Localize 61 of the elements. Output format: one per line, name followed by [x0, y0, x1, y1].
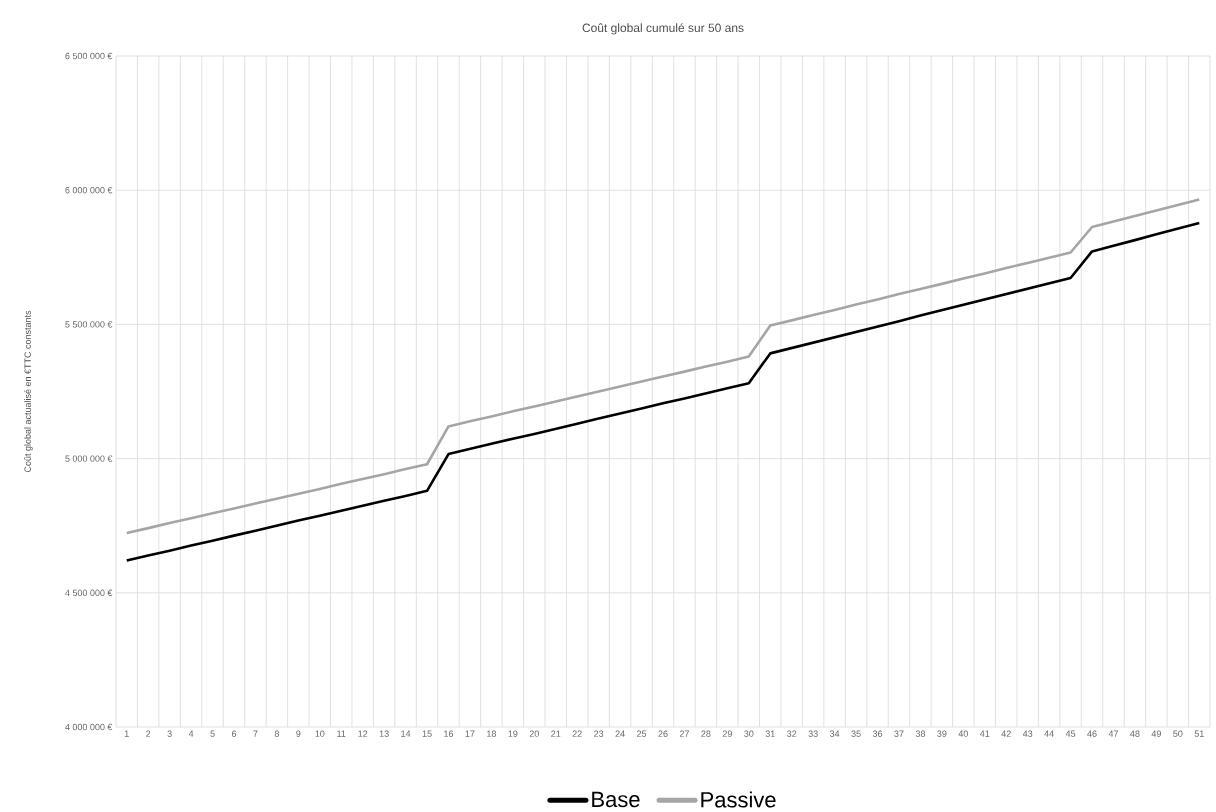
- y-tick-label: 4 500 000 €: [65, 589, 113, 596]
- x-tick-label: 41: [979, 730, 990, 737]
- x-tick-label: 19: [508, 730, 518, 737]
- x-tick-label: 18: [487, 730, 496, 737]
- x-tick-label: 8: [274, 730, 279, 737]
- x-tick-label: 35: [851, 730, 861, 737]
- x-tick-label: 9: [296, 730, 301, 737]
- x-tick-label: 4: [188, 730, 194, 737]
- x-tick-label: 17: [465, 730, 475, 737]
- x-tick-label: 45: [1065, 730, 1076, 737]
- x-tick-label: 38: [915, 730, 926, 737]
- x-tick-label: 11: [337, 730, 346, 737]
- x-tick-label: 16: [444, 730, 454, 737]
- x-tick-label: 33: [808, 730, 818, 737]
- x-tick-label: 6: [231, 730, 237, 737]
- x-tick-label: 3: [167, 730, 172, 737]
- x-tick-label: 1: [124, 730, 129, 737]
- x-tick-label: 28: [701, 730, 711, 737]
- x-tick-label: 39: [937, 730, 947, 737]
- y-tick-label: 4 000 000 €: [65, 723, 113, 731]
- x-tick-label: 31: [765, 730, 775, 737]
- x-tick-label: 26: [658, 730, 668, 737]
- x-tick-label: 51: [1194, 730, 1204, 737]
- x-tick-label: 36: [872, 730, 883, 737]
- y-tick-label: 6 500 000 €: [65, 52, 113, 60]
- x-tick-label: 13: [379, 730, 389, 737]
- x-tick-label: 29: [722, 730, 732, 737]
- legend-label: Passive: [701, 791, 776, 808]
- x-tick-label: 37: [894, 730, 904, 737]
- x-tick-label: 2: [146, 730, 151, 737]
- x-tick-label: 43: [1022, 730, 1033, 737]
- x-tick-label: 10: [315, 730, 325, 737]
- x-tick-label: 5: [210, 730, 215, 737]
- x-tick-label: 22: [572, 730, 582, 737]
- x-tick-label: 30: [744, 730, 754, 737]
- x-tick-label: 25: [637, 730, 647, 737]
- x-tick-label: 21: [551, 730, 561, 737]
- chart-title: Coût global cumulé sur 50 ans: [582, 23, 744, 35]
- x-tick-label: 20: [529, 730, 539, 737]
- legend-label: Base: [592, 791, 640, 808]
- x-tick-label: 44: [1044, 730, 1054, 737]
- x-tick-label: 34: [829, 730, 840, 737]
- x-tick-label: 48: [1130, 730, 1140, 737]
- y-tick-label: 5 000 000 €: [65, 455, 113, 462]
- x-tick-label: 14: [401, 730, 411, 737]
- x-tick-label: 24: [615, 730, 625, 737]
- y-tick-label: 6 000 000 €: [65, 187, 113, 194]
- x-tick-label: 7: [253, 730, 258, 737]
- x-tick-label: 40: [958, 730, 968, 737]
- x-tick-label: 42: [1001, 730, 1011, 737]
- x-tick-label: 32: [787, 730, 797, 737]
- x-tick-label: 46: [1087, 730, 1097, 737]
- x-tick-label: 12: [358, 730, 368, 737]
- x-tick-label: 47: [1108, 730, 1119, 737]
- x-tick-label: 50: [1173, 730, 1183, 737]
- x-tick-label: 15: [422, 730, 432, 737]
- y-axis-title: Coût global actualisé en €TTC constants: [24, 310, 33, 473]
- y-tick-label: 5 500 000 €: [65, 321, 113, 328]
- x-tick-label: 49: [1151, 730, 1161, 737]
- x-tick-label: 23: [594, 730, 604, 737]
- x-tick-label: 27: [679, 730, 689, 737]
